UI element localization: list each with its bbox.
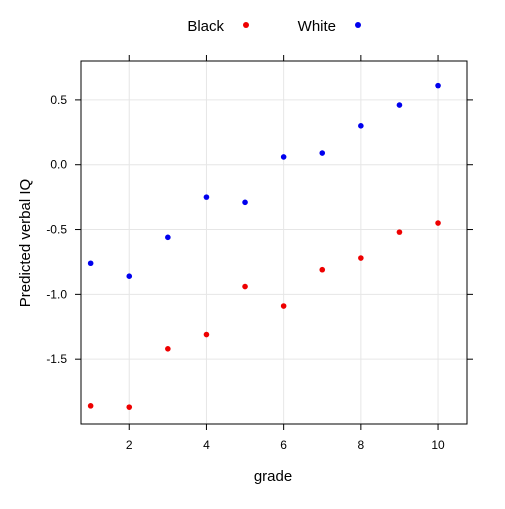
data-point-black bbox=[87, 403, 94, 409]
y-tick-label: 0.5 bbox=[50, 93, 67, 107]
y-axis-label: Predicted verbal IQ bbox=[17, 179, 34, 307]
data-point-white bbox=[126, 273, 133, 280]
data-point-white bbox=[396, 102, 403, 108]
data-point-white bbox=[435, 82, 441, 89]
data-point-white bbox=[242, 199, 248, 206]
legend-marker-black bbox=[243, 22, 249, 28]
data-point-black bbox=[396, 229, 403, 235]
legend: Black White bbox=[187, 18, 361, 35]
grid-lines bbox=[81, 61, 467, 424]
x-tick-label: 10 bbox=[431, 438, 445, 452]
data-point-black bbox=[165, 346, 171, 352]
data-point-white bbox=[203, 194, 210, 200]
data-point-black bbox=[126, 404, 133, 410]
data-point-white bbox=[165, 234, 171, 241]
y-tick-label: 0.0 bbox=[50, 158, 67, 172]
y-tick-label: -0.5 bbox=[46, 223, 67, 237]
legend-label-white: White bbox=[298, 18, 336, 35]
tick-labels: 2 4 6 8 10 0.5 0.0 -0.5 -1.0 -1.5 bbox=[46, 93, 445, 452]
axis-ticks bbox=[75, 55, 473, 430]
x-tick-label: 2 bbox=[126, 438, 133, 452]
data-point-black bbox=[358, 255, 364, 261]
x-tick-label: 6 bbox=[280, 438, 287, 452]
legend-marker-white bbox=[355, 22, 361, 28]
legend-label-black: Black bbox=[187, 18, 224, 35]
data-points bbox=[87, 82, 441, 410]
x-tick-label: 4 bbox=[203, 438, 210, 452]
y-tick-label: -1.5 bbox=[46, 352, 67, 366]
x-tick-label: 8 bbox=[358, 438, 365, 452]
y-tick-label: -1.0 bbox=[46, 287, 67, 301]
data-point-black bbox=[203, 331, 210, 338]
data-point-white bbox=[87, 260, 94, 267]
plot-frame bbox=[80, 60, 468, 425]
data-point-black bbox=[242, 283, 248, 290]
data-point-black bbox=[435, 220, 441, 226]
data-point-black bbox=[280, 303, 287, 309]
x-axis-label: grade bbox=[254, 468, 292, 485]
data-point-white bbox=[280, 154, 287, 160]
data-point-white bbox=[358, 123, 364, 129]
data-point-white bbox=[319, 150, 326, 156]
data-point-black bbox=[319, 266, 326, 273]
